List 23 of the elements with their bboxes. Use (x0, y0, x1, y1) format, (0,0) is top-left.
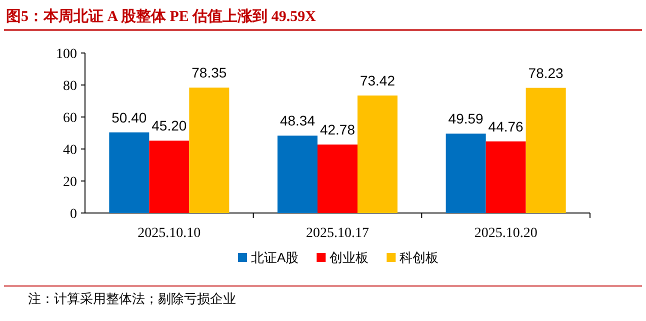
x-tick-label: 2025.10.20 (474, 226, 538, 241)
y-tick-label: 0 (70, 207, 77, 222)
chart-title: 图5：本周北证 A 股整体 PE 估值上涨到 49.59X (6, 8, 316, 25)
data-label: 50.40 (112, 109, 147, 126)
legend-label: 北证A股 (251, 250, 299, 265)
y-tick-label: 20 (63, 175, 77, 190)
y-tick-label: 100 (56, 47, 77, 62)
legend-label: 科创板 (400, 250, 439, 265)
data-label: 42.78 (320, 122, 356, 138)
data-label: 49.59 (448, 110, 484, 127)
y-tick-label: 60 (63, 111, 77, 126)
data-label: 78.35 (192, 64, 227, 81)
data-label: 44.76 (488, 118, 524, 134)
y-tick-label: 40 (63, 143, 77, 158)
data-label: 45.20 (152, 118, 187, 134)
y-tick-label: 80 (63, 79, 77, 94)
data-label: 48.34 (280, 112, 316, 129)
legend-label: 创业板 (330, 250, 369, 265)
data-label: 73.42 (360, 72, 396, 89)
x-tick-label: 2025.10.10 (138, 226, 201, 241)
text: 注：计算采用整体法；剔除亏损企业 (28, 291, 236, 306)
data-label: 78.23 (528, 64, 564, 81)
x-tick-label: 2025.10.17 (306, 226, 369, 241)
